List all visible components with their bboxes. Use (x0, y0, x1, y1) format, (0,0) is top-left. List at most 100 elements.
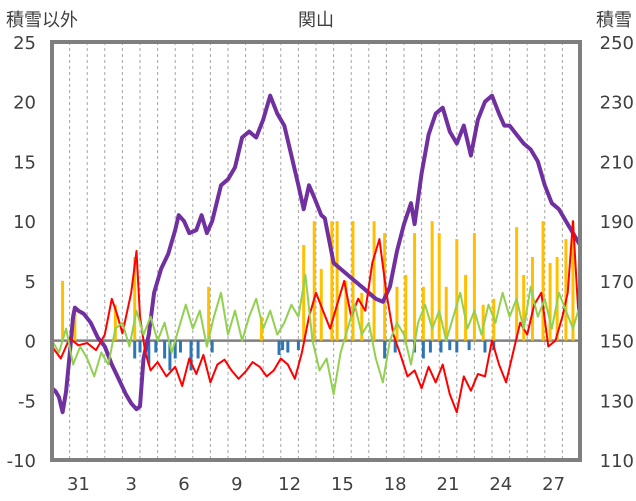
temperature-point-27 (245, 371, 247, 373)
temperature-point-51 (413, 369, 416, 372)
snowfall-bar-20 (430, 221, 434, 341)
temperature-point-64 (505, 381, 507, 383)
right-tick-label: 230 (600, 93, 634, 114)
snowfall-bar-16 (395, 286, 399, 341)
snow_depth-point-10 (90, 322, 92, 324)
x-tick-label: 9 (231, 474, 242, 495)
snow_depth-point-67 (456, 142, 458, 145)
precip_negative-bar-20 (439, 340, 443, 353)
temperature_secondary-point-31 (269, 310, 271, 312)
temperature-point-22 (209, 381, 211, 383)
temperature_secondary-point-34 (290, 304, 292, 306)
snow_depth-point-20 (148, 334, 150, 336)
temperature_secondary-point-61 (480, 334, 483, 336)
temperature_secondary-point-52 (417, 322, 419, 324)
temperature_secondary-point-67 (523, 328, 525, 330)
snow_depth-point-19 (142, 357, 145, 360)
snow_depth-point-50 (340, 268, 342, 270)
temperature-point-50 (406, 375, 409, 377)
temperature-point-44 (364, 310, 366, 312)
temperature_secondary-point-50 (403, 334, 405, 336)
temperature_secondary-point-19 (185, 304, 187, 306)
temperature-point-16 (165, 375, 167, 377)
temperature_secondary-point-46 (375, 357, 377, 360)
temperature_secondary-point-41 (340, 351, 342, 354)
right-tick-label: 150 (600, 332, 634, 353)
left-tick-label: 0 (25, 332, 36, 353)
temperature-point-39 (329, 328, 331, 330)
temperature-point-65 (512, 351, 514, 354)
snow_depth-point-28 (195, 229, 197, 231)
precip_negative-bar-24 (483, 340, 487, 353)
snow_depth-point-65 (442, 107, 444, 109)
temperature_secondary-point-1 (58, 351, 60, 354)
temperature-point-54 (435, 381, 437, 383)
snow_depth-point-9 (83, 313, 85, 315)
temperature_secondary-point-42 (347, 328, 349, 330)
precip_negative-bar-12 (281, 340, 285, 351)
temperature_secondary-point-48 (389, 339, 391, 342)
snow_depth-point-39 (269, 95, 271, 97)
snowfall-bar-3 (133, 256, 137, 341)
snow_depth-point-47 (320, 214, 322, 216)
temperature-point-34 (294, 378, 296, 380)
precip_negative-bar-2 (147, 340, 151, 365)
precip_negative-bar-0 (133, 340, 137, 359)
snowfall-bar-9 (330, 221, 334, 341)
snowfall-bar-7 (312, 221, 316, 341)
temperature-point-25 (230, 369, 233, 372)
x-tick-label: 18 (384, 474, 407, 495)
snow_depth-point-81 (551, 202, 553, 204)
precip_negative-bar-23 (467, 340, 471, 351)
temperature-point-9 (121, 332, 123, 335)
temperature-line (51, 220, 581, 414)
right-tick-label: 250 (600, 33, 634, 54)
temperature_secondary-point-73 (565, 310, 567, 312)
temperature_secondary-point-29 (255, 298, 257, 300)
temperature_secondary-point-74 (572, 328, 574, 330)
snow_depth-point-68 (463, 125, 465, 127)
temperature_secondary-point-59 (466, 328, 468, 330)
right-tick-label: 110 (600, 451, 634, 472)
temperature_secondary-point-7 (100, 351, 102, 354)
temperature_secondary-point-30 (262, 328, 264, 330)
snowfall-bar-6 (302, 245, 306, 341)
precip_negative-bar-3 (154, 340, 158, 353)
temperature-point-35 (301, 351, 303, 354)
snow_depth-point-26 (183, 220, 185, 222)
precip_negative-bar-14 (296, 340, 300, 351)
snow_depth-point-33 (227, 178, 229, 180)
temperature-point-61 (484, 375, 486, 377)
temperature-point-66 (519, 322, 521, 324)
temperature_secondary-point-22 (206, 345, 208, 348)
snow_depth-point-42 (290, 154, 292, 157)
snow_depth-point-69 (470, 154, 472, 157)
snowfall-bar-22 (444, 286, 448, 341)
x-tick-label: 6 (178, 474, 189, 495)
snow_depth-point-45 (308, 184, 310, 186)
temperature_secondary-point-47 (382, 381, 384, 383)
temperature-point-67 (526, 334, 528, 336)
snowfall-bar-14 (372, 221, 376, 341)
snow_depth-point-74 (503, 125, 505, 127)
temperature_secondary-point-3 (72, 363, 74, 366)
temperature_secondary-point-49 (396, 322, 398, 324)
snow_depth-point-4 (65, 390, 67, 392)
snow_depth-point-1 (54, 390, 57, 392)
temperature-point-58 (463, 375, 465, 377)
temperature-point-30 (266, 375, 268, 377)
snow_depth-point-64 (435, 113, 437, 115)
snow_depth-point-40 (276, 113, 278, 115)
plot-frame (50, 40, 582, 462)
temperature_secondary-point-35 (297, 316, 299, 318)
temperature_secondary-point-27 (241, 339, 243, 342)
snowfall-bar-28 (515, 227, 519, 341)
snow_depth-point-59 (403, 223, 405, 225)
temperature_secondary-point-10 (121, 322, 123, 324)
temperature_secondary-point-65 (509, 316, 511, 318)
temperature_secondary-point-71 (551, 328, 553, 330)
temperature-point-3 (77, 344, 79, 346)
snowfall-bar-4 (207, 286, 211, 341)
temperature-point-26 (237, 378, 240, 380)
temperature-point-71 (554, 339, 556, 342)
